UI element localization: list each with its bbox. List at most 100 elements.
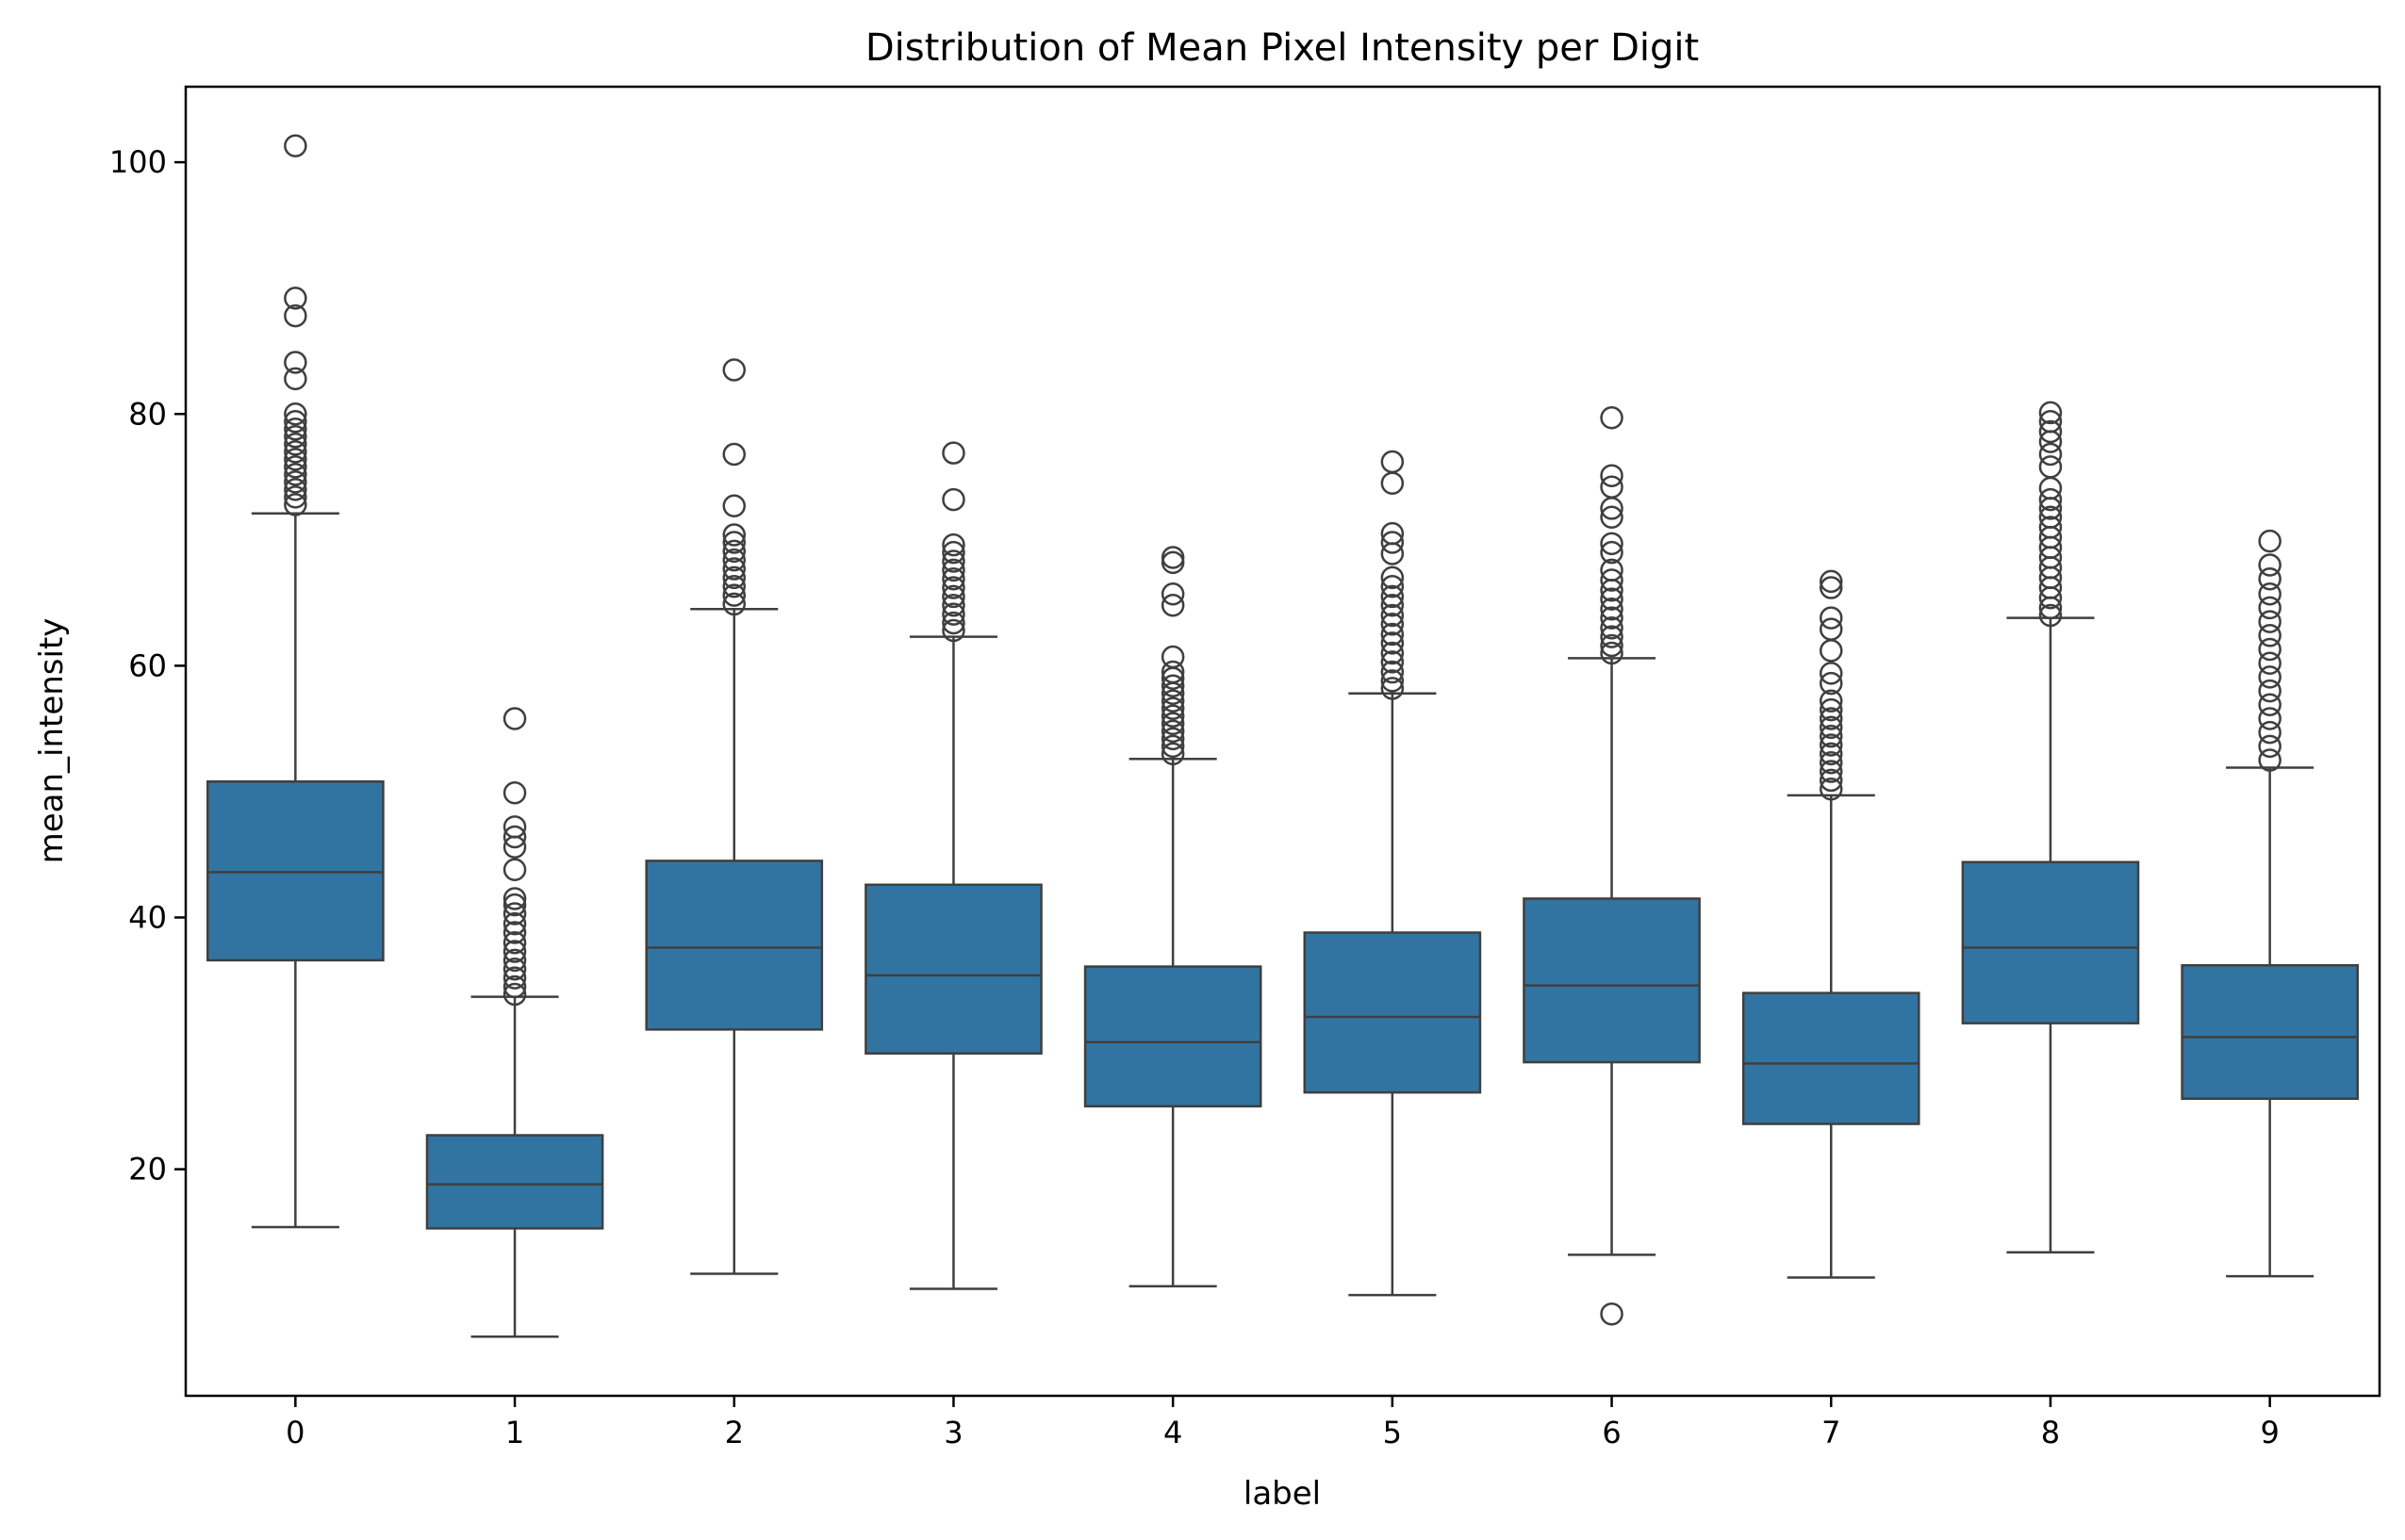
outlier-point: [1161, 742, 1185, 766]
outlier-point: [2258, 665, 2281, 689]
outlier-point: [1820, 778, 1843, 801]
iqr-box: [645, 860, 824, 1031]
outlier-point: [1820, 715, 1843, 740]
outlier-point: [1380, 650, 1405, 674]
outlier-point: [284, 478, 307, 501]
outlier-point: [1600, 464, 1623, 487]
outlier-point: [722, 592, 746, 616]
outlier-point: [502, 930, 527, 955]
outlier-point: [1820, 576, 1843, 599]
box-group-5: [1303, 450, 1482, 1297]
outlier-point: [2258, 748, 2281, 772]
outlier-point: [1600, 1302, 1623, 1326]
outlier-point: [284, 455, 307, 479]
x-tick-label: 8: [2041, 1415, 2060, 1450]
outlier-point: [1600, 641, 1623, 665]
outlier-point: [2258, 734, 2281, 759]
outlier-point: [1161, 666, 1185, 690]
outlier-point: [502, 982, 527, 1007]
outlier-point: [2258, 596, 2281, 620]
outlier-point: [284, 493, 307, 516]
outlier-point: [1600, 616, 1623, 640]
outlier-point: [1380, 531, 1405, 554]
outlier-point: [284, 287, 307, 310]
outlier-point: [1820, 768, 1843, 793]
outlier-point: [1820, 662, 1843, 685]
outlier-point: [942, 558, 965, 582]
outlier-point: [1600, 406, 1623, 430]
x-axis-label: label: [1244, 1475, 1321, 1513]
outlier-point: [1820, 724, 1843, 748]
outlier-point: [502, 893, 527, 917]
outlier-point: [722, 523, 746, 547]
outlier-point: [1600, 633, 1623, 658]
outlier-point: [722, 539, 746, 564]
outlier-point: [722, 548, 746, 572]
outlier-point: [1161, 727, 1185, 751]
iqr-box: [865, 883, 1043, 1055]
outlier-point: [2258, 553, 2281, 577]
outlier-point: [722, 565, 746, 590]
outlier-point: [1820, 689, 1843, 713]
y-axis-label: mean_intensity: [33, 618, 71, 864]
outlier-point: [502, 948, 527, 973]
outlier-point: [942, 618, 965, 643]
iqr-box: [1961, 860, 2140, 1024]
outlier-point: [502, 940, 527, 963]
box-group-9: [2181, 529, 2359, 1278]
outlier-point: [1600, 578, 1623, 602]
outlier-point: [942, 532, 965, 557]
outlier-point: [2258, 529, 2281, 553]
outlier-point: [1380, 471, 1405, 495]
box-group-1: [425, 707, 604, 1338]
outlier-point: [722, 494, 746, 517]
outlier-point: [1600, 540, 1623, 565]
outlier-point: [1161, 704, 1185, 729]
y-tick-label: 100: [109, 144, 167, 180]
outlier-point: [502, 781, 527, 805]
outlier-point: [722, 557, 746, 581]
outlier-point: [2258, 566, 2281, 591]
outlier-point: [1600, 606, 1623, 630]
outlier-point: [942, 540, 965, 565]
outlier-point: [284, 351, 307, 374]
outlier-point: [1380, 542, 1405, 565]
box-group-4: [1083, 546, 1262, 1288]
outlier-point: [502, 975, 527, 999]
outlier-point: [942, 611, 965, 635]
outlier-point: [284, 402, 307, 426]
outlier-point: [284, 448, 307, 471]
outlier-point: [1380, 603, 1405, 628]
outlier-point: [1161, 550, 1185, 575]
x-tick-label: 9: [2260, 1415, 2279, 1450]
outlier-point: [1600, 505, 1623, 530]
outlier-point: [1380, 565, 1405, 590]
outlier-point: [2038, 419, 2063, 444]
outlier-point: [1380, 660, 1405, 684]
iqr-box: [1303, 931, 1482, 1094]
x-tick-label: 3: [944, 1415, 963, 1450]
x-tick-label: 2: [725, 1415, 744, 1450]
y-tick-label: 40: [128, 899, 167, 935]
x-tick-label: 1: [505, 1415, 524, 1450]
outlier-point: [2258, 582, 2281, 606]
iqr-box: [1083, 965, 1262, 1108]
outlier-point: [1380, 631, 1405, 655]
outlier-point: [1380, 622, 1405, 647]
box-group-8: [1961, 401, 2140, 1253]
outlier-point: [1820, 606, 1843, 630]
outlier-point: [502, 957, 527, 981]
outlier-point: [2038, 401, 2063, 425]
outlier-point: [1161, 674, 1185, 697]
iqr-box: [1523, 897, 1701, 1064]
outlier-point: [2258, 637, 2281, 662]
outlier-point: [284, 303, 307, 328]
outlier-point: [1161, 719, 1185, 744]
outlier-point: [1161, 696, 1185, 721]
plot-frame: [184, 85, 2381, 1398]
y-tick-label: 60: [128, 647, 167, 683]
outlier-point: [942, 594, 965, 617]
outlier-point: [942, 602, 965, 626]
